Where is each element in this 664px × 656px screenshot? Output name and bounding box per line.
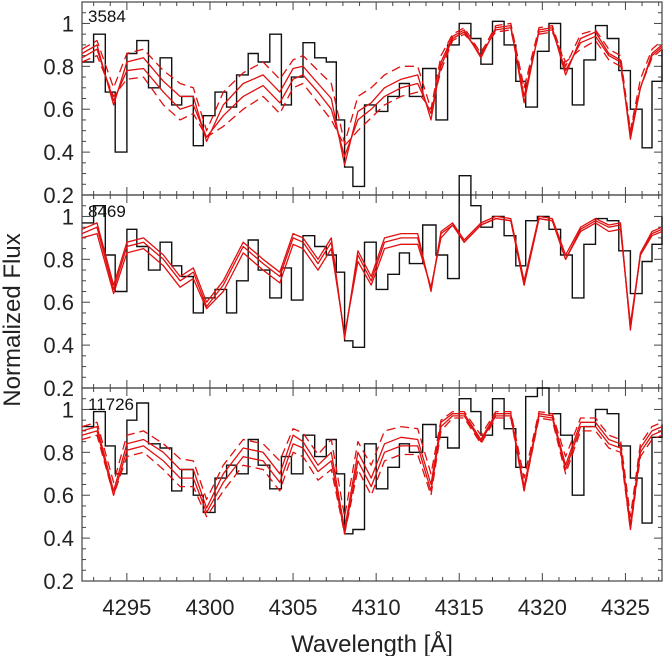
y-axis-title: Normalized Flux [0, 233, 26, 406]
model-spectrum-line [81, 27, 663, 158]
model-spectrum-line [81, 415, 663, 535]
model-spectrum-line [81, 217, 663, 338]
y-tick-label: 0.4 [43, 526, 74, 551]
y-tick-labels: 0.2 0.4 0.6 0.8 1 [43, 11, 74, 208]
model-spectrum-line [81, 215, 663, 340]
y-tick-labels: 0.2 0.4 0.6 0.8 1 [43, 397, 74, 594]
y-tick-label: 0.4 [43, 333, 74, 358]
panel-11726: 0.2 0.4 0.6 0.8 1 11726 [43, 387, 663, 594]
model-spectrum-line [81, 24, 663, 166]
model-spectrum-line [81, 413, 663, 531]
panel-ticks [82, 387, 662, 582]
spectrum-series-group [81, 20, 663, 188]
observed-spectrum-line [82, 20, 663, 188]
y-tick-label: 0.8 [43, 440, 74, 465]
panel-ticks [82, 194, 662, 389]
y-tick-label: 0.6 [43, 97, 74, 122]
panel-frame [81, 194, 663, 389]
panel-label: 11726 [88, 395, 134, 414]
x-axis-title: Wavelength [Å] [291, 630, 453, 656]
panel-label: 8469 [88, 202, 126, 221]
y-tick-label: 1 [62, 397, 74, 422]
x-tick-label: 4305 [269, 595, 318, 620]
x-tick-label: 4300 [185, 595, 234, 620]
model-spectrum-dashed-line [81, 410, 663, 518]
panel-label: 3584 [88, 7, 126, 26]
y-tick-label: 0.8 [43, 54, 74, 79]
x-tick-label: 4320 [518, 595, 567, 620]
y-tick-label: 0.2 [43, 569, 74, 594]
y-tick-label: 1 [62, 204, 74, 229]
x-tick-label: 4295 [102, 595, 151, 620]
y-tick-label: 0.4 [43, 140, 74, 165]
y-tick-labels: 0.2 0.4 0.6 0.8 1 [43, 204, 74, 401]
panel-3584: 0.2 0.4 0.6 0.8 1 3584 [43, 1, 663, 208]
y-tick-label: 0.6 [43, 290, 74, 315]
panel-ticks [82, 1, 662, 196]
panel-8469: 0.2 0.4 0.6 0.8 1 8469 [43, 175, 663, 401]
spectrum-series-group [81, 175, 663, 348]
x-tick-labels: 4295 4300 4305 4310 4315 4320 4325 [102, 595, 650, 620]
x-tick-label: 4325 [601, 595, 650, 620]
x-tick-label: 4315 [435, 595, 484, 620]
y-tick-label: 0.2 [43, 183, 74, 208]
x-tick-label: 4310 [352, 595, 401, 620]
y-tick-label: 1 [62, 11, 74, 36]
model-spectrum-dashed-line [81, 22, 663, 145]
model-spectrum-line [81, 217, 663, 336]
model-spectrum-dashed-line [81, 417, 663, 535]
y-tick-label: 0.2 [43, 376, 74, 401]
y-tick-label: 0.8 [43, 247, 74, 272]
spectrum-series-group [81, 387, 663, 535]
y-tick-label: 0.6 [43, 483, 74, 508]
observed-spectrum-line [82, 387, 663, 535]
